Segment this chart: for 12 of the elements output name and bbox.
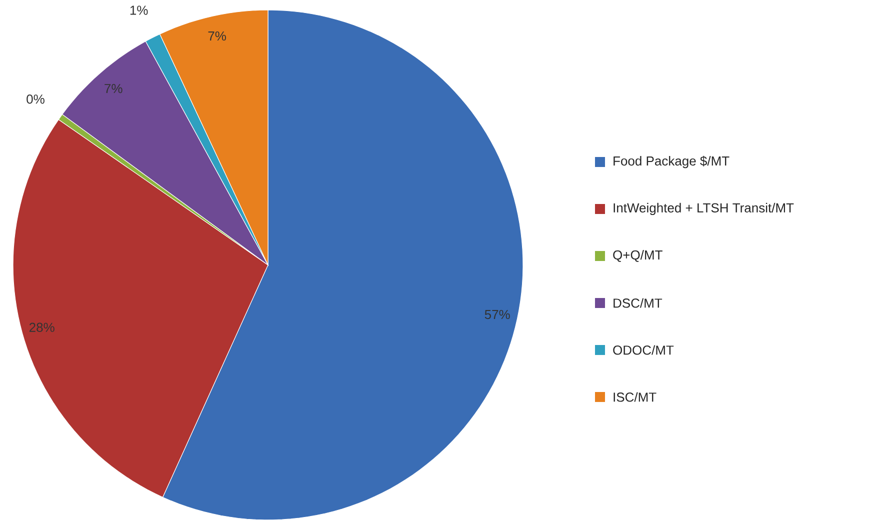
- legend-label: IntWeighted + LTSH Transit/MT: [614, 202, 794, 216]
- data-label: 0%: [26, 94, 44, 104]
- data-label: 28%: [30, 322, 54, 332]
- legend-label: Food Package $/MT: [614, 156, 730, 168]
- legend-label: DSC/MT: [614, 298, 662, 308]
- legend-label: Q+Q/MT: [613, 250, 662, 262]
- data-label: 1%: [130, 6, 148, 15]
- data-label: 57%: [484, 310, 510, 320]
- data-label: 7%: [208, 31, 226, 41]
- data-label: 7%: [104, 84, 122, 94]
- legend-label: ODOC/MT: [613, 345, 674, 355]
- legend-label: ISC/MT: [614, 392, 656, 402]
